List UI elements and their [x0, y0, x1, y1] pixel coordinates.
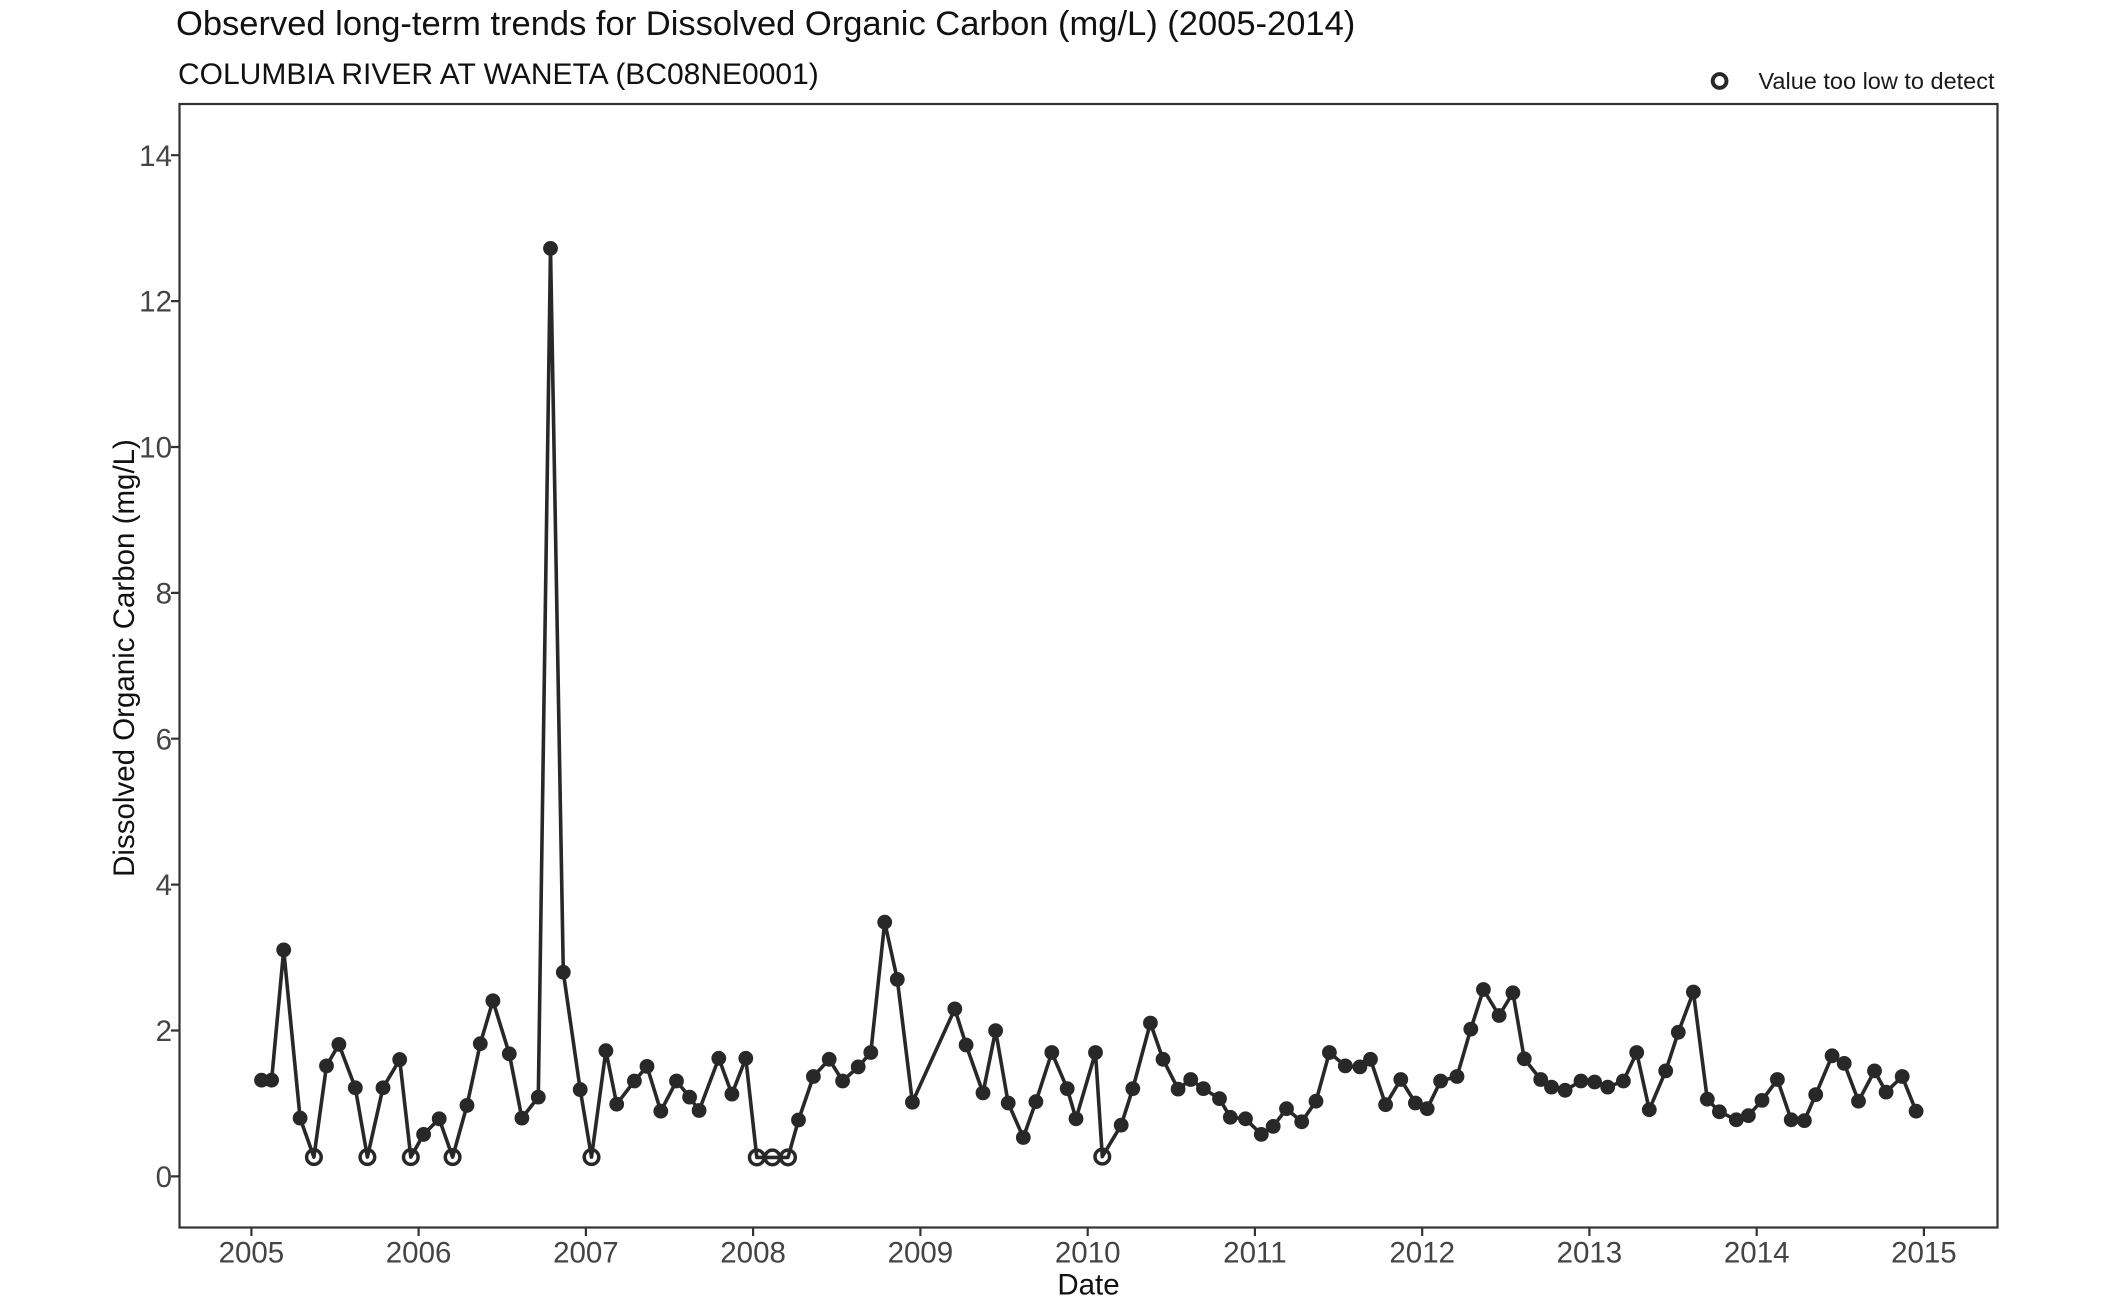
svg-text:2011: 2011: [1223, 1236, 1286, 1269]
svg-text:2010: 2010: [1055, 1236, 1121, 1269]
svg-text:Dissolved Organic Carbon (mg/L: Dissolved Organic Carbon (mg/L): [108, 439, 141, 877]
svg-text:2009: 2009: [888, 1236, 954, 1269]
svg-text:2013: 2013: [1557, 1236, 1623, 1269]
svg-text:COLUMBIA RIVER AT WANETA (BC08: COLUMBIA RIVER AT WANETA (BC08NE0001): [178, 58, 819, 91]
svg-text:Value too low to detect: Value too low to detect: [1759, 68, 1995, 94]
svg-text:4: 4: [156, 869, 172, 902]
svg-text:2012: 2012: [1389, 1236, 1455, 1269]
svg-text:2015: 2015: [1891, 1236, 1957, 1269]
svg-text:2014: 2014: [1724, 1236, 1790, 1269]
svg-text:2008: 2008: [720, 1236, 786, 1269]
svg-text:6: 6: [156, 723, 172, 756]
svg-text:0: 0: [156, 1161, 172, 1194]
svg-text:14: 14: [139, 140, 172, 173]
svg-text:2005: 2005: [219, 1236, 285, 1269]
svg-text:2007: 2007: [553, 1236, 619, 1269]
svg-text:2006: 2006: [386, 1236, 452, 1269]
svg-text:Observed long-term trends for: Observed long-term trends for Dissolved …: [176, 5, 1355, 43]
svg-text:10: 10: [139, 432, 172, 465]
svg-text:8: 8: [156, 578, 172, 611]
svg-text:12: 12: [139, 286, 172, 319]
svg-text:2: 2: [156, 1015, 172, 1048]
svg-text:Date: Date: [1057, 1268, 1119, 1301]
